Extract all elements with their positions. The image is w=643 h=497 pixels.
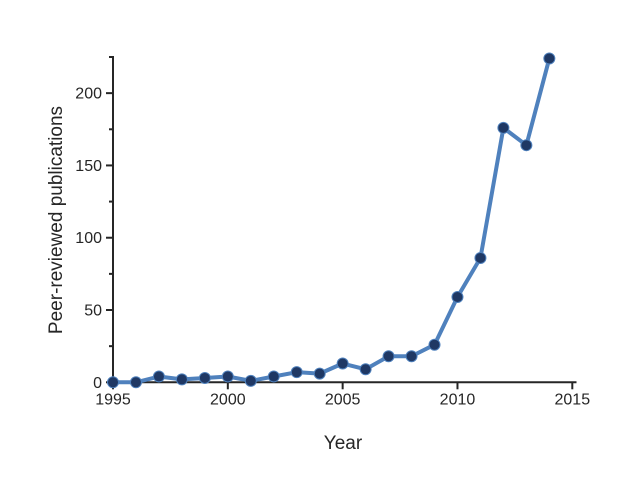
data-point	[221, 370, 234, 383]
data-point	[313, 367, 326, 380]
data-point	[244, 374, 257, 387]
data-point	[520, 139, 533, 152]
x-axis-tick-label: 2000	[210, 391, 246, 408]
data-point	[198, 371, 211, 384]
y-axis-tick-label: 200	[75, 86, 102, 103]
data-point	[474, 251, 487, 264]
x-axis-title: Year	[323, 433, 363, 454]
y-axis-tick-label: 150	[75, 158, 102, 175]
data-point	[543, 52, 556, 65]
x-axis-tick-label: 2005	[325, 391, 361, 408]
data-point	[175, 373, 188, 386]
x-axis-tick-label: 2015	[555, 391, 591, 408]
data-point	[405, 350, 418, 363]
data-point	[428, 338, 441, 351]
data-point	[451, 290, 464, 303]
data-point	[359, 363, 372, 376]
data-line	[111, 56, 552, 385]
data-point	[382, 350, 395, 363]
data-point	[497, 121, 510, 134]
y-axis-tick-label: 50	[84, 303, 102, 320]
data-point	[267, 370, 280, 383]
x-axis-tick-label: 2010	[440, 391, 476, 408]
y-axis-title: Peer-reviewed publications	[46, 105, 67, 335]
data-point	[107, 376, 119, 389]
y-axis-tick-label: 100	[75, 230, 102, 247]
data-point	[129, 376, 142, 389]
data-point	[290, 366, 303, 379]
x-axis-tick-label: 1995	[95, 391, 131, 408]
data-point	[336, 357, 349, 370]
data-point	[152, 370, 165, 383]
y-axis-tick-label: 0	[93, 375, 102, 392]
